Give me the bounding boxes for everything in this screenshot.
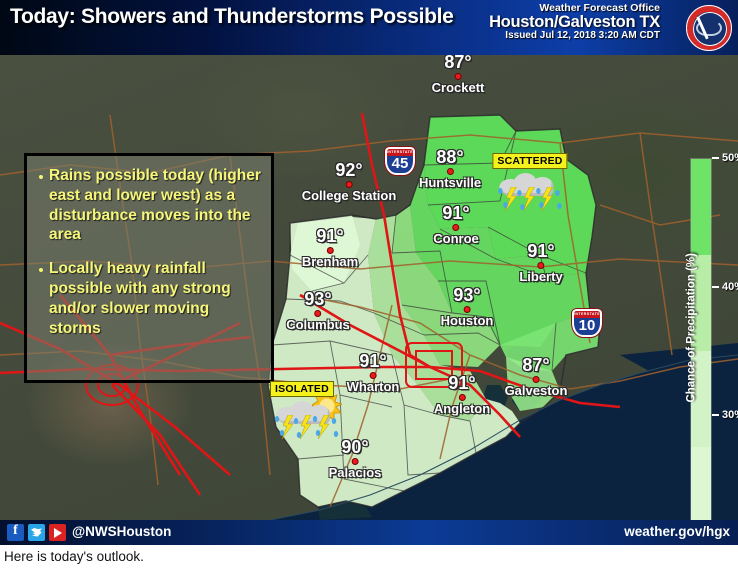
legend-segment	[691, 447, 711, 520]
shield-number: 10	[578, 317, 596, 334]
image-caption: Here is today's outlook.	[4, 549, 144, 564]
storm-icon-scattered: SCATTERED	[492, 151, 568, 212]
youtube-icon[interactable]	[49, 524, 66, 541]
lightning-rain-icon	[497, 187, 562, 212]
shield-banner: INTERSTATE	[387, 149, 414, 156]
legend-title: Chance of Precipitation (%)	[686, 253, 698, 403]
legend-segment	[691, 255, 711, 351]
nws-logo-icon	[686, 5, 732, 51]
footer-bar: @NWSHouston weather.gov/hgx	[0, 520, 738, 545]
header-bar: Today: Showers and Thunderstorms Possibl…	[0, 0, 738, 55]
interstate-shield-10: INTERSTATE 10	[572, 309, 602, 337]
twitter-icon[interactable]	[28, 524, 45, 541]
legend-tick: 30%	[712, 409, 738, 421]
callout-bullet-1: • Rains possible today (higher east and …	[33, 166, 263, 245]
forecast-map: • Rains possible today (higher east and …	[0, 55, 738, 520]
shield-banner: INTERSTATE	[574, 311, 601, 318]
legend-colorbar	[690, 158, 712, 520]
precipitation-legend: 50%40%30%20%	[690, 152, 738, 520]
office-name: Houston/Galveston TX	[489, 13, 660, 32]
callout-bullet-2: • Locally heavy rainfall possible with a…	[33, 259, 263, 338]
legend-tick-label: 50%	[722, 152, 738, 164]
callout-text-2: Locally heavy rainfall possible with any…	[49, 260, 231, 337]
website-link[interactable]: weather.gov/hgx	[624, 524, 730, 539]
shield-body	[385, 147, 415, 175]
legend-tick-label: 40%	[722, 280, 738, 293]
storm-icon-isolated: ISOLATED	[270, 379, 344, 440]
callout-text-1: Rains possible today (higher east and lo…	[49, 167, 261, 244]
forecast-callout: • Rains possible today (higher east and …	[24, 153, 274, 383]
shield-number: 45	[391, 155, 409, 172]
bullet-glyph: •	[38, 262, 44, 280]
storm-label: ISOLATED	[270, 381, 334, 397]
legend-segment	[691, 351, 711, 447]
legend-tick-dash	[712, 414, 719, 417]
lightning-rain-icon	[274, 415, 339, 440]
legend-tick: 50%	[712, 152, 738, 164]
legend-tick-label: 30%	[722, 409, 738, 422]
legend-tick-dash	[712, 157, 719, 159]
storm-graphic	[493, 167, 567, 212]
legend-segment	[691, 159, 711, 255]
legend-tick-dash	[712, 285, 719, 288]
issued-time: Issued Jul 12, 2018 3:20 AM CDT	[505, 30, 660, 42]
legend-ticks: 50%40%30%20%	[712, 152, 738, 520]
interstate-shield-45: INTERSTATE 45	[385, 147, 415, 175]
bullet-glyph: •	[38, 169, 44, 186]
page-title: Today: Showers and Thunderstorms Possibl…	[10, 5, 454, 28]
facebook-icon[interactable]	[7, 523, 24, 541]
storm-label: SCATTERED	[492, 153, 568, 169]
social-handle[interactable]: @NWSHouston	[72, 524, 172, 539]
legend-tick: 40%	[712, 281, 738, 293]
storm-graphic	[270, 391, 344, 440]
office-block: Weather Forecast Office Houston/Galvesto…	[489, 2, 660, 42]
office-line: Weather Forecast Office	[539, 2, 660, 14]
